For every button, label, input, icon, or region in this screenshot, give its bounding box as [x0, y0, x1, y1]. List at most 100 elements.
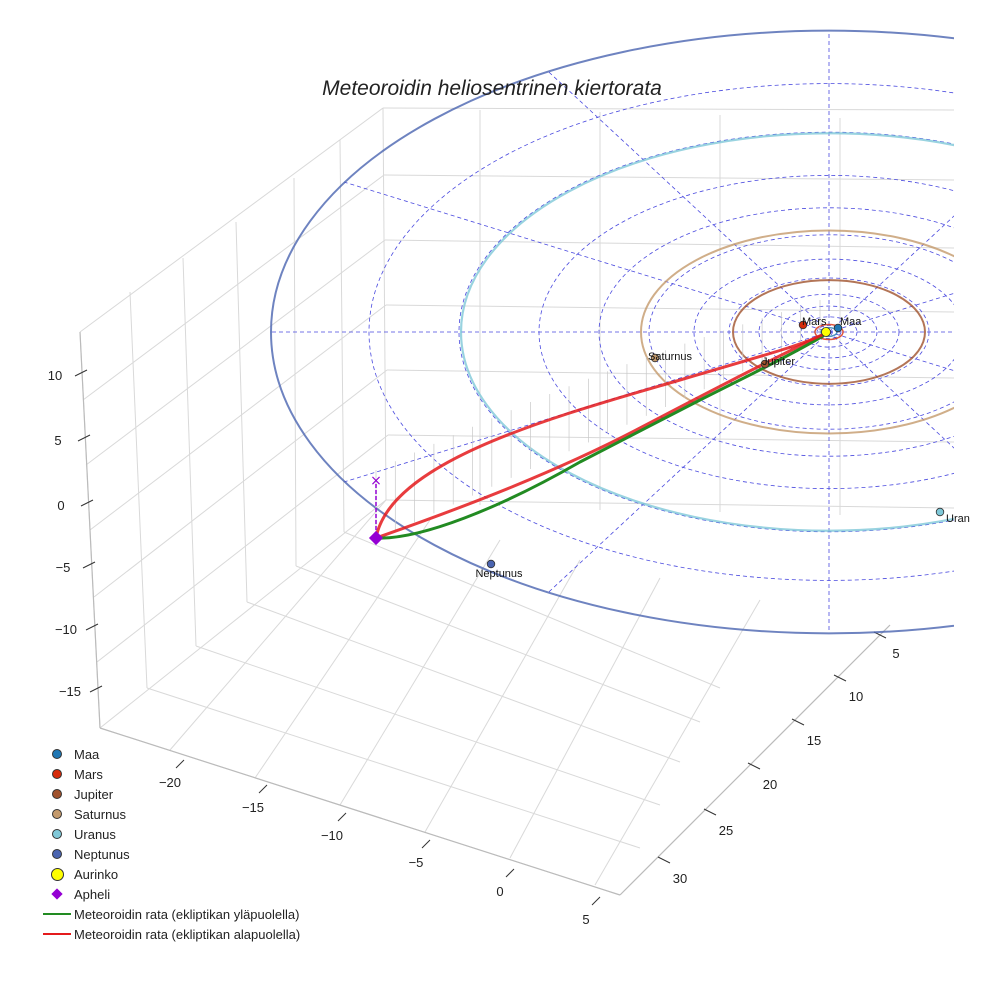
trajectory-above-ecliptic — [375, 330, 830, 540]
x-tick-label: −20 — [159, 775, 181, 790]
legend-label: Uranus — [74, 826, 116, 842]
legend-item: Uranus — [40, 824, 300, 844]
legend-label: Maa — [74, 746, 100, 762]
legend-symbol — [40, 904, 74, 924]
legend-symbol — [40, 844, 74, 864]
x-tick-mark — [591, 896, 601, 906]
y-tick-mark — [791, 718, 805, 726]
ecliptic-spoke — [343, 181, 830, 333]
legend-item: Aurinko — [40, 864, 300, 884]
wall-gridline-h — [89, 304, 387, 531]
z-tick-label: 0 — [57, 498, 64, 513]
legend-item: Apheli — [40, 884, 300, 904]
floor-gridline — [339, 539, 501, 806]
planet-orbits — [270, 29, 954, 635]
z-tick-label: 10 — [48, 368, 62, 383]
legend-item: Saturnus — [40, 804, 300, 824]
legend-symbol — [40, 884, 74, 904]
planet-label-jupiter: Jupiter — [762, 356, 795, 368]
back-gridline — [385, 499, 955, 509]
x-axis-line — [99, 727, 621, 896]
floor-gridline — [169, 499, 387, 751]
planet-label-uranus: Uran — [946, 513, 970, 525]
x-tick-mark — [421, 839, 431, 849]
floor-gridline — [424, 559, 581, 833]
trajectory-below-ecliptic — [374, 330, 830, 539]
y-tick-label: 20 — [763, 777, 777, 792]
wall-gridline-h — [96, 434, 389, 663]
wall-gridline-v — [182, 257, 197, 647]
axis-ticks: 10 5 0 −5 −10 −15 −20 −15 −10 −5 0 5 5 10 15 20 25 30 — [48, 368, 900, 927]
floor-gridline — [295, 565, 701, 723]
ecliptic-spoke — [548, 331, 830, 593]
aphelion-marker — [368, 530, 384, 546]
planet-label-maa: Maa — [840, 316, 862, 328]
wall-gridline-h — [99, 499, 387, 729]
x-tick-mark — [337, 812, 347, 822]
planet-label-saturnus: Saturnus — [648, 351, 693, 363]
planet-marker-uranus — [935, 507, 945, 517]
wall-gridline-h — [85, 239, 386, 466]
wall-gridline-h — [79, 107, 384, 333]
legend-item: Mars — [40, 764, 300, 784]
planet-markers: Maa Mars Jupiter Saturnus Uran Neptunus — [475, 316, 969, 580]
legend-item: Meteoroidin rata (ekliptikan alapuolella… — [40, 924, 300, 944]
legend: Maa Mars Jupiter Saturnus Uranus Neptunus Auri… — [40, 744, 300, 944]
floor-gridline — [246, 601, 681, 763]
orbit-jupiter — [732, 279, 926, 385]
x-tick-label: 5 — [582, 912, 589, 927]
floor-gridline — [146, 687, 641, 849]
orbit-mars — [814, 323, 844, 341]
chart-title: Meteoroidin heliosentrinen kiertorata — [322, 77, 662, 100]
legend-symbol — [40, 804, 74, 824]
legend-symbol — [40, 784, 74, 804]
z-tick-mark — [82, 561, 96, 569]
y-tick-mark — [657, 856, 671, 864]
orbit-drop-lines — [375, 299, 821, 540]
z-tick-mark — [80, 499, 94, 507]
floor-gridline — [594, 599, 761, 886]
ecliptic-spoke — [828, 331, 954, 372]
planet-marker-maa — [833, 323, 843, 333]
orbit-uranus — [460, 132, 954, 532]
x-tick-label: −5 — [409, 855, 424, 870]
y-tick-label: 15 — [807, 733, 821, 748]
legend-label: Meteoroidin rata (ekliptikan yläpuolella… — [74, 906, 300, 922]
ecliptic-ring — [816, 325, 842, 339]
y-tick-mark — [833, 674, 847, 682]
legend-label: Jupiter — [74, 786, 114, 802]
z-tick-label: 5 — [54, 433, 61, 448]
z-tick-label: −5 — [56, 560, 71, 575]
y-tick-mark — [703, 808, 717, 816]
legend-symbol — [40, 864, 74, 884]
y-tick-label: 10 — [849, 689, 863, 704]
legend-symbol — [40, 744, 74, 764]
wall-gridline-v — [235, 221, 248, 603]
legend-item: Neptunus — [40, 844, 300, 864]
axes-box — [79, 107, 955, 896]
legend-label: Mars — [74, 766, 103, 782]
ecliptic-ring — [780, 305, 878, 359]
ecliptic-spoke — [828, 215, 954, 333]
back-gridline — [387, 434, 955, 443]
meteoroid-trajectory: × — [368, 330, 830, 546]
wall-gridline-v — [129, 291, 148, 689]
x-tick-mark — [175, 759, 185, 769]
x-tick-mark — [258, 784, 268, 794]
wall-gridline-h — [93, 369, 388, 598]
floor-gridline — [254, 519, 431, 779]
y-axis-line — [619, 624, 891, 896]
floor-gridline — [343, 531, 721, 689]
back-gridline — [383, 174, 955, 181]
ecliptic-spoke — [828, 292, 954, 333]
planet-marker-mars — [798, 320, 808, 330]
floor-gridline — [509, 577, 661, 859]
legend-label: Aurinko — [74, 866, 119, 882]
legend-label: Apheli — [74, 886, 111, 902]
legend-item: Meteoroidin rata (ekliptikan yläpuolella… — [40, 904, 300, 924]
back-gridline — [386, 369, 955, 379]
z-tick-mark — [85, 623, 99, 631]
legend-symbol — [40, 764, 74, 784]
z-tick-label: −15 — [59, 684, 81, 699]
z-tick-mark — [74, 369, 88, 377]
